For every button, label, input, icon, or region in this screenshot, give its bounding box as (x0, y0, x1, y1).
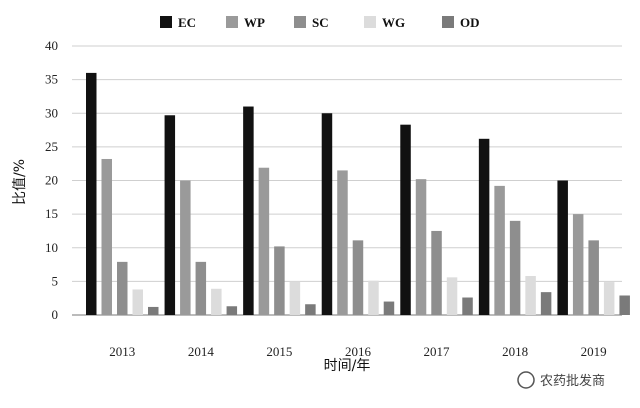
bar-sc-2013 (117, 261, 128, 315)
y-tick-label: 30 (45, 105, 58, 120)
legend-label-wp: WP (244, 15, 265, 30)
bar-sc-2015 (274, 246, 285, 315)
y-tick-label: 0 (52, 307, 59, 322)
bar-od-2013 (148, 306, 159, 315)
watermark-icon (517, 371, 535, 389)
legend: EC WP SC WG OD (160, 15, 480, 30)
y-tick-label: 15 (45, 206, 58, 221)
bar-ec-2018 (478, 138, 490, 315)
y-tick-label: 35 (45, 72, 58, 87)
x-tick-label: 2015 (266, 344, 292, 359)
bar-wg-2019 (603, 282, 615, 315)
watermark: 农药批发商 (517, 371, 605, 389)
bar-sc-2016 (352, 240, 364, 315)
y-axis-title: 比值/% (12, 159, 28, 205)
bar-ec-2016 (321, 113, 333, 315)
bar-ec-2013 (86, 72, 97, 316)
x-tick-label: 2019 (581, 344, 607, 359)
legend-swatch-sc (294, 16, 306, 28)
bar-wp-2017 (415, 179, 427, 315)
y-tick-label: 10 (45, 240, 58, 255)
y-tick-label: 40 (45, 38, 58, 53)
bar-wg-2013 (132, 289, 143, 315)
legend-swatch-wg (364, 16, 376, 28)
legend-label-ec: EC (178, 15, 196, 30)
legend-label-od: OD (460, 15, 480, 30)
y-axis-ticks: 0 5 10 15 20 25 30 35 40 (45, 38, 58, 322)
bar-wp-2018 (494, 185, 505, 315)
bar-wp-2019 (572, 214, 584, 315)
bar-od-2019 (619, 295, 630, 315)
bar-ec-2014 (164, 115, 176, 315)
bar-sc-2019 (588, 240, 599, 315)
bar-wg-2018 (525, 275, 536, 315)
y-tick-label: 25 (45, 139, 58, 154)
x-tick-label: 2014 (188, 344, 215, 359)
watermark-text: 农药批发商 (540, 373, 605, 389)
x-tick-label: 2016 (345, 344, 372, 359)
legend-label-sc: SC (312, 15, 329, 30)
bar-od-2018 (540, 292, 552, 315)
bar-od-2014 (226, 306, 238, 315)
bar-sc-2017 (431, 230, 442, 315)
bar-sc-2014 (195, 261, 207, 315)
bar-ec-2019 (557, 180, 568, 315)
x-axis-title: 时间/年 (324, 358, 371, 374)
bar-wg-2016 (368, 280, 379, 315)
legend-swatch-ec (160, 16, 172, 28)
bar-od-2017 (462, 297, 473, 315)
x-tick-label: 2018 (502, 344, 528, 359)
bar-wp-2015 (258, 167, 270, 315)
bar-sc-2018 (509, 220, 521, 315)
bar-od-2016 (383, 301, 395, 315)
x-axis-ticks: 2013 2014 2015 2016 2017 2018 2019 (109, 344, 606, 359)
y-tick-label: 5 (52, 273, 59, 288)
bars (86, 72, 630, 316)
bar-wp-2016 (337, 170, 348, 315)
bar-wg-2014 (211, 288, 222, 315)
y-tick-label: 20 (45, 173, 58, 188)
bar-ec-2017 (400, 124, 411, 316)
bar-wp-2014 (180, 180, 191, 315)
legend-swatch-od (442, 16, 454, 28)
legend-swatch-wp (226, 16, 238, 28)
bar-ec-2015 (243, 106, 254, 316)
x-tick-label: 2013 (109, 344, 135, 359)
legend-label-wg: WG (382, 15, 405, 30)
bar-wg-2017 (446, 277, 458, 315)
bar-od-2015 (305, 304, 316, 315)
bar-wp-2013 (101, 158, 112, 315)
x-tick-label: 2017 (424, 344, 451, 359)
bar-wg-2015 (289, 281, 301, 315)
